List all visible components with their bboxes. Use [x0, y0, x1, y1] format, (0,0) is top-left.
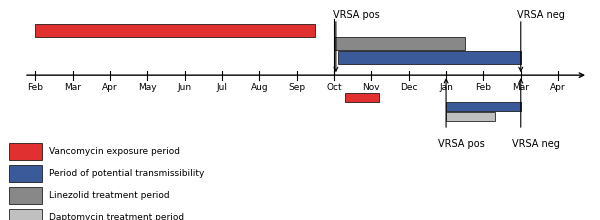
- Text: Mar: Mar: [512, 83, 529, 92]
- Text: Feb: Feb: [27, 83, 43, 92]
- Bar: [9, 187, 42, 204]
- Text: Nov: Nov: [362, 83, 380, 92]
- Text: Jan: Jan: [439, 83, 453, 92]
- Text: VRSA pos: VRSA pos: [333, 10, 380, 20]
- Text: Oct: Oct: [326, 83, 342, 92]
- Text: Vancomycin exposure period: Vancomycin exposure period: [49, 147, 180, 156]
- Text: Apr: Apr: [102, 83, 118, 92]
- Text: VRSA neg: VRSA neg: [517, 10, 565, 20]
- Bar: [334, 37, 465, 50]
- Text: Dec: Dec: [400, 83, 418, 92]
- Text: Sep: Sep: [288, 83, 305, 92]
- Text: May: May: [138, 83, 157, 92]
- Text: Apr: Apr: [550, 83, 566, 92]
- Text: Mar: Mar: [64, 83, 81, 92]
- Text: Aug: Aug: [250, 83, 268, 92]
- Text: VRSA pos: VRSA pos: [437, 139, 484, 149]
- Bar: [446, 112, 494, 121]
- Text: Feb: Feb: [475, 83, 491, 92]
- Text: Linezolid treatment period: Linezolid treatment period: [49, 191, 170, 200]
- Bar: [9, 209, 42, 220]
- Text: Jul: Jul: [217, 83, 227, 92]
- Bar: [446, 102, 521, 111]
- Bar: [35, 24, 316, 37]
- Bar: [9, 165, 42, 182]
- Bar: [9, 143, 42, 160]
- Text: VRSA neg: VRSA neg: [512, 139, 560, 149]
- Text: Period of potential transmissibility: Period of potential transmissibility: [49, 169, 205, 178]
- Text: Daptomycin treatment period: Daptomycin treatment period: [49, 213, 184, 220]
- Bar: [338, 51, 521, 64]
- Bar: [345, 93, 379, 102]
- Text: Jun: Jun: [178, 83, 191, 92]
